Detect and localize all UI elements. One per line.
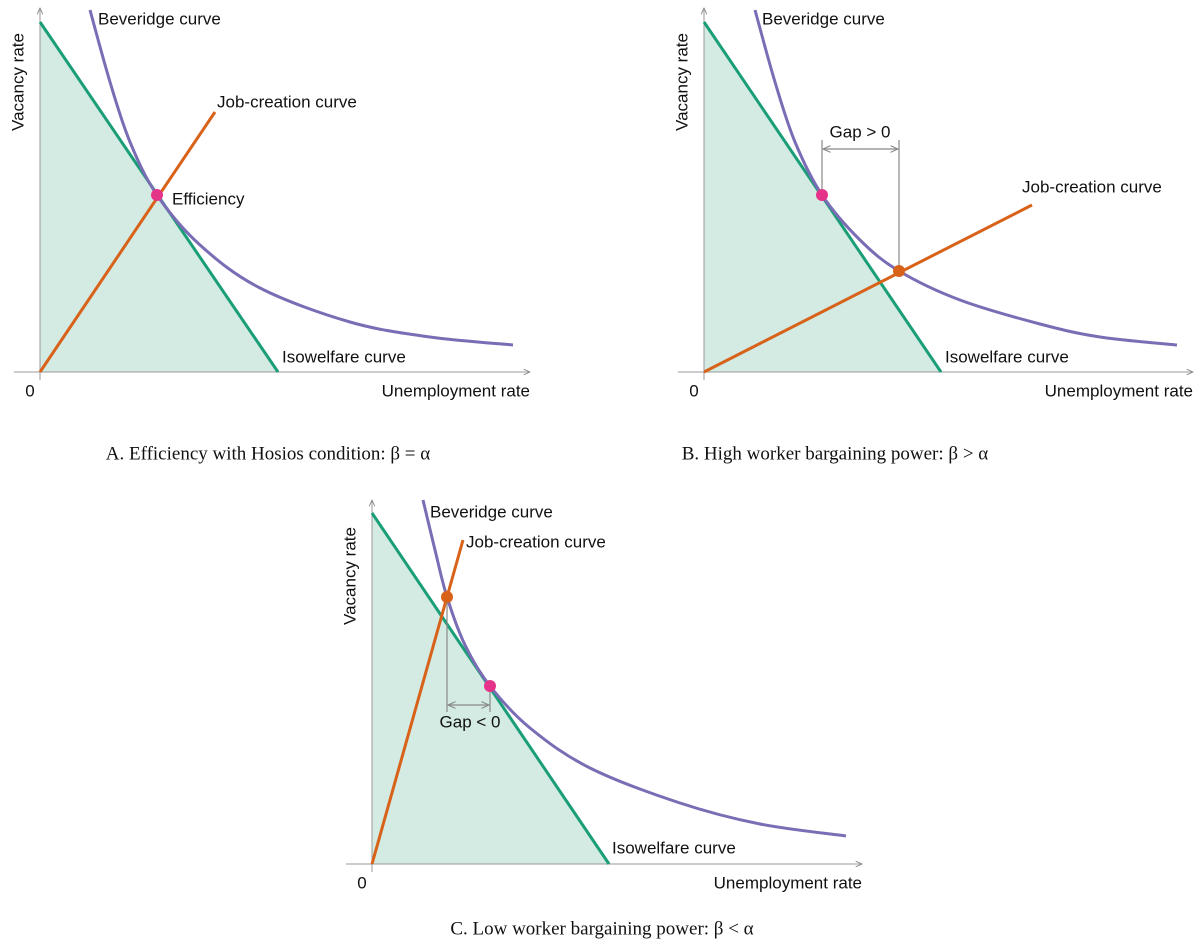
beveridge-label: Beveridge curve xyxy=(98,9,221,28)
job-creation-label: Job-creation curve xyxy=(1022,177,1162,196)
job-creation-label: Job-creation curve xyxy=(466,532,606,551)
equilibrium-point xyxy=(893,265,905,277)
gap-label: Gap > 0 xyxy=(830,122,891,141)
beveridge-curve xyxy=(88,9,514,347)
origin-label: 0 xyxy=(25,381,34,400)
isowelfare-label: Isowelfare curve xyxy=(945,347,1069,366)
y-axis-label: Vacancy rate xyxy=(672,33,691,131)
efficiency-point xyxy=(151,189,163,201)
beveridge-curve xyxy=(753,9,1178,347)
isowelfare-label: Isowelfare curve xyxy=(612,838,736,857)
panel-a: Beveridge curve Job-creation curve Effic… xyxy=(8,8,530,464)
isowelfare-label: Isowelfare curve xyxy=(282,347,406,366)
caption: B. High worker bargaining power: β > α xyxy=(682,443,989,464)
x-axis-label: Unemployment rate xyxy=(1045,381,1193,400)
gap-label: Gap < 0 xyxy=(440,712,501,731)
equilibrium-point xyxy=(441,591,453,603)
origin-label: 0 xyxy=(689,381,698,400)
origin-label: 0 xyxy=(357,873,366,892)
beveridge-curve xyxy=(421,499,847,838)
panel-c: Beveridge curve Job-creation curve Gap <… xyxy=(340,500,862,939)
efficiency-point xyxy=(816,189,828,201)
caption: A. Efficiency with Hosios condition: β =… xyxy=(106,443,430,464)
x-axis-label: Unemployment rate xyxy=(714,873,862,892)
beveridge-label: Beveridge curve xyxy=(762,9,885,28)
job-creation-curve xyxy=(703,203,1033,374)
y-axis-label: Vacancy rate xyxy=(340,527,359,625)
efficiency-point xyxy=(484,680,496,692)
beveridge-label: Beveridge curve xyxy=(430,502,553,521)
y-axis-label: Vacancy rate xyxy=(8,33,27,131)
point-label: Efficiency xyxy=(172,189,245,208)
x-axis-label: Unemployment rate xyxy=(382,381,530,400)
job-creation-curve xyxy=(38,111,217,373)
panel-b: Beveridge curve Job-creation curve Gap >… xyxy=(672,8,1193,464)
caption: C. Low worker bargaining power: β < α xyxy=(450,918,753,939)
job-creation-label: Job-creation curve xyxy=(217,92,357,111)
